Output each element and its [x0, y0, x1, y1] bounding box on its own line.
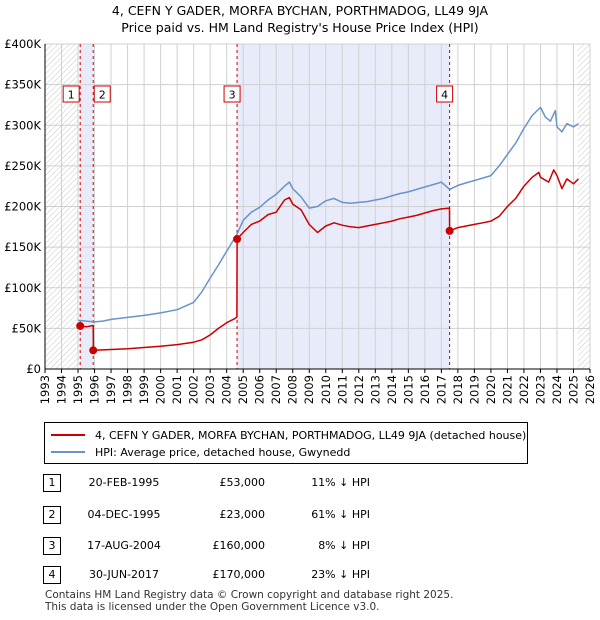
x-tick-label: 1998 — [121, 375, 135, 404]
sale-point — [233, 235, 242, 243]
transaction-price: £170,000 — [212, 568, 266, 581]
x-tick-label: 1999 — [137, 375, 151, 404]
property-series-line — [80, 169, 579, 352]
transaction-date: 17-AUG-2004 — [87, 539, 161, 552]
sale-point — [89, 346, 98, 355]
x-tick-label: 2022 — [517, 375, 531, 404]
marker-box — [223, 85, 241, 103]
x-tick-label: 2024 — [550, 375, 564, 404]
legend-item-hpi: HPI: Average price, detached house, Gwyn… — [51, 444, 350, 460]
y-tick-label: £50K — [12, 321, 42, 335]
x-tick-label: 2025 — [566, 375, 580, 404]
transaction-price: £23,000 — [219, 508, 266, 521]
marker-label: 3 — [229, 89, 236, 102]
transaction-hpi: 11% ↓ HPI — [311, 476, 370, 489]
legend-label-property: 4, CEFN Y GADER, MORFA BYCHAN, PORTHMADO… — [95, 428, 527, 442]
marker-label: 2 — [99, 89, 106, 102]
marker-box — [93, 85, 111, 103]
chart-legend: 4, CEFN Y GADER, MORFA BYCHAN, PORTHMADO… — [44, 422, 528, 464]
marker-label: 4 — [441, 89, 448, 102]
x-tick-label: 1997 — [104, 375, 118, 404]
y-tick-label: £350K — [4, 78, 41, 92]
transaction-date: 04-DEC-1995 — [87, 508, 161, 521]
x-tick-label: 2007 — [269, 375, 283, 404]
x-tick-label: 2008 — [286, 375, 300, 404]
x-tick-label: 2005 — [236, 375, 250, 404]
x-tick-label: 2020 — [484, 375, 498, 404]
price-chart: 1 2 3 4 £0 £50K £100K £150K £200K £250K £300K £350… — [4, 37, 597, 404]
transaction-row: 3 17-AUG-2004 £160,000 8% ↓ HPI — [0, 537, 600, 557]
transaction-number: 4 — [43, 566, 61, 584]
transaction-row: 2 04-DEC-1995 £23,000 61% ↓ HPI — [0, 506, 600, 526]
x-tick-label: 2013 — [368, 375, 382, 404]
transaction-price: £160,000 — [212, 539, 266, 552]
legend-swatch-hpi — [51, 451, 85, 453]
x-tick-label: 2004 — [220, 375, 234, 404]
hpi-series-line — [77, 106, 579, 323]
y-tick-label: £300K — [4, 118, 41, 132]
marker-box — [436, 85, 454, 103]
x-tick-label: 2000 — [154, 375, 168, 404]
x-tick-label: 2018 — [451, 375, 465, 404]
footer-licence: This data is licensed under the Open Gov… — [45, 601, 380, 613]
post-data-hatch — [577, 44, 590, 369]
y-tick-label: £100K — [4, 281, 41, 295]
x-tick-label: 2017 — [434, 375, 448, 404]
y-tick-label: £0 — [26, 362, 41, 376]
x-tick-label: 1993 — [38, 375, 52, 404]
x-tick-label: 1994 — [55, 375, 69, 404]
transaction-hpi: 61% ↓ HPI — [311, 508, 370, 521]
x-tick-label: 2016 — [418, 375, 432, 404]
chart-title: 4, CEFN Y GADER, MORFA BYCHAN, PORTHMADO… — [111, 3, 489, 18]
x-tick-label: 2012 — [352, 375, 366, 404]
x-tick-label: 1995 — [71, 375, 85, 404]
x-tick-label: 2011 — [335, 375, 349, 404]
transaction-number: 2 — [43, 506, 61, 524]
sale-point — [76, 321, 85, 330]
transaction-date: 20-FEB-1995 — [88, 476, 160, 489]
x-tick-label: 2023 — [533, 375, 547, 404]
chart-subtitle: Price paid vs. HM Land Registry's House … — [121, 20, 479, 35]
footer-copyright: Contains HM Land Registry data © Crown c… — [45, 589, 454, 601]
transaction-hpi: 8% ↓ HPI — [318, 539, 370, 552]
marker-label: 1 — [68, 89, 75, 102]
legend-swatch-property — [51, 434, 85, 436]
y-tick-label: £150K — [4, 240, 41, 254]
x-tick-label: 2015 — [401, 375, 415, 404]
x-tick-label: 2019 — [467, 375, 481, 404]
x-tick-label: 2026 — [583, 375, 597, 404]
transaction-price: £53,000 — [219, 476, 266, 489]
x-tick-label: 2014 — [385, 375, 399, 404]
legend-label-hpi: HPI: Average price, detached house, Gwyn… — [95, 445, 351, 459]
transaction-date: 30-JUN-2017 — [88, 568, 160, 581]
transaction-number: 1 — [43, 474, 61, 492]
transaction-hpi: 23% ↓ HPI — [311, 568, 370, 581]
x-tick-label: 2003 — [203, 375, 217, 404]
x-tick-label: 2009 — [302, 375, 316, 404]
legend-item-property: 4, CEFN Y GADER, MORFA BYCHAN, PORTHMADO… — [51, 427, 526, 443]
sale-point — [445, 226, 454, 235]
x-tick-label: 2001 — [170, 375, 184, 404]
y-tick-label: £250K — [4, 159, 41, 173]
x-tick-label: 2010 — [319, 375, 333, 404]
transaction-number: 3 — [43, 537, 61, 555]
y-tick-label: £200K — [4, 200, 41, 214]
marker-box — [62, 85, 80, 103]
transaction-row: 1 20-FEB-1995 £53,000 11% ↓ HPI — [0, 474, 600, 494]
x-tick-label: 2006 — [253, 375, 267, 404]
y-tick-label: £400K — [4, 37, 41, 51]
x-tick-label: 1996 — [88, 375, 102, 404]
x-tick-label: 2002 — [187, 375, 201, 404]
x-tick-label: 2021 — [500, 375, 514, 404]
transaction-row: 4 30-JUN-2017 £170,000 23% ↓ HPI — [0, 566, 600, 586]
